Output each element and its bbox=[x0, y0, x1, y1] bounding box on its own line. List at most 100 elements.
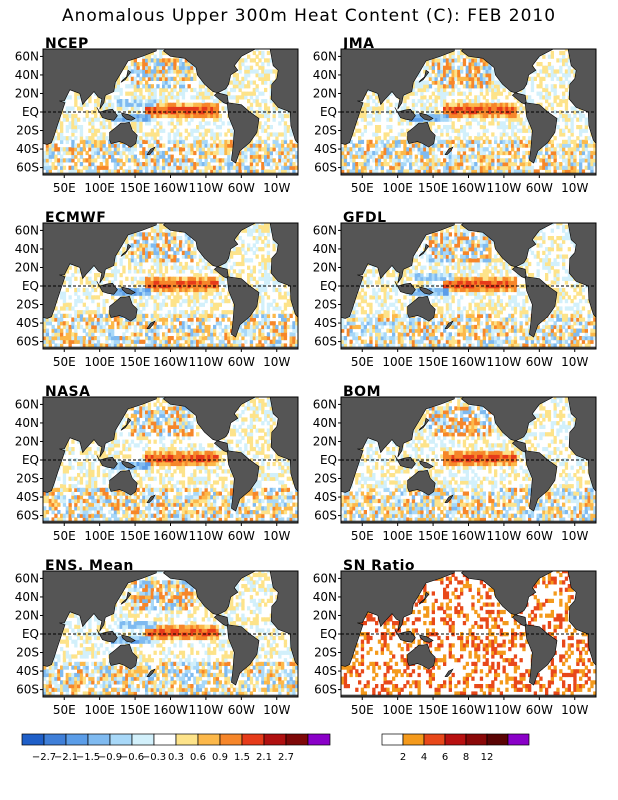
anomaly-cell bbox=[266, 154, 271, 159]
anomaly-cell bbox=[440, 143, 444, 148]
anomaly-cell bbox=[111, 324, 115, 330]
anomaly-cell bbox=[443, 110, 447, 115]
anomaly-cell bbox=[82, 328, 86, 333]
anomaly-cell bbox=[179, 243, 183, 248]
anomaly-cell bbox=[105, 117, 109, 122]
land-mass bbox=[121, 112, 136, 121]
anomaly-cell bbox=[590, 154, 594, 159]
anomaly-cell bbox=[187, 236, 191, 241]
anomaly-cell bbox=[162, 299, 166, 304]
anomaly-cell bbox=[153, 339, 157, 344]
anomaly-cell bbox=[471, 106, 475, 111]
anomaly-cell bbox=[147, 269, 152, 274]
anomaly-cell bbox=[187, 113, 191, 119]
anomaly-cell bbox=[499, 158, 503, 163]
anomaly-cell bbox=[266, 169, 271, 174]
anomaly-cell bbox=[179, 80, 183, 85]
anomaly-cell bbox=[57, 336, 61, 341]
anomaly-cell bbox=[190, 162, 194, 167]
anomaly-cell bbox=[434, 165, 438, 170]
anomaly-cell bbox=[477, 102, 481, 107]
anomaly-cell bbox=[159, 95, 163, 100]
anomaly-cell bbox=[136, 136, 140, 141]
anomaly-cell bbox=[584, 143, 588, 148]
anomaly-cell bbox=[159, 73, 163, 78]
anomaly-cell bbox=[564, 49, 569, 52]
anomaly-cell bbox=[184, 339, 188, 344]
anomaly-cell bbox=[468, 169, 472, 174]
anomaly-cell bbox=[488, 162, 492, 167]
anomaly-cell bbox=[193, 102, 197, 107]
anomaly-cell bbox=[420, 80, 424, 85]
anomaly-cell bbox=[136, 69, 140, 74]
anomaly-cell bbox=[252, 99, 256, 104]
anomaly-cell bbox=[468, 87, 472, 93]
anomaly-cell bbox=[536, 169, 540, 174]
anomaly-cell bbox=[545, 147, 549, 152]
anomaly-cell bbox=[167, 162, 171, 167]
anomaly-cell bbox=[162, 169, 166, 174]
anomaly-cell bbox=[567, 147, 571, 152]
anomaly-cell bbox=[119, 250, 123, 255]
anomaly-cell bbox=[136, 113, 140, 119]
anomaly-cell bbox=[360, 165, 365, 170]
anomaly-cell bbox=[142, 295, 146, 300]
anomaly-cell bbox=[440, 58, 444, 63]
anomaly-cell bbox=[102, 332, 106, 337]
anomaly-cell bbox=[170, 343, 174, 348]
anomaly-cell bbox=[221, 147, 225, 152]
anomaly-cell bbox=[125, 106, 129, 111]
anomaly-cell bbox=[417, 158, 421, 163]
anomaly-cell bbox=[85, 321, 89, 326]
anomaly-cell bbox=[400, 121, 404, 126]
anomaly-cell bbox=[96, 336, 101, 341]
anomaly-cell bbox=[136, 158, 140, 163]
anomaly-cell bbox=[207, 154, 211, 159]
anomaly-cell bbox=[198, 276, 203, 281]
anomaly-cell bbox=[218, 165, 222, 170]
anomaly-cell bbox=[133, 336, 137, 341]
anomaly-cell bbox=[60, 165, 64, 170]
anomaly-cell bbox=[474, 80, 478, 85]
anomaly-cell bbox=[96, 143, 101, 148]
anomaly-cell bbox=[440, 73, 444, 78]
anomaly-cell bbox=[184, 254, 188, 259]
anomaly-cell bbox=[116, 95, 120, 100]
anomaly-cell bbox=[48, 336, 52, 341]
anomaly-cell bbox=[184, 143, 188, 148]
anomaly-cell bbox=[264, 113, 268, 119]
anomaly-cell bbox=[198, 132, 203, 137]
anomaly-cell bbox=[397, 158, 401, 163]
anomaly-cell bbox=[383, 154, 387, 159]
anomaly-cell bbox=[91, 147, 95, 152]
anomaly-cell bbox=[482, 117, 486, 122]
anomaly-cell bbox=[508, 91, 512, 96]
anomaly-cell bbox=[576, 169, 580, 174]
anomaly-cell bbox=[567, 69, 571, 74]
anomaly-cell bbox=[491, 106, 495, 111]
anomaly-cell bbox=[474, 117, 478, 122]
anomaly-cell bbox=[457, 147, 461, 152]
anomaly-cell bbox=[164, 162, 169, 167]
anomaly-cell bbox=[133, 117, 137, 122]
anomaly-cell bbox=[94, 169, 98, 174]
anomaly-cell bbox=[346, 162, 350, 167]
anomaly-cell bbox=[122, 106, 126, 111]
anomaly-cell bbox=[133, 276, 137, 281]
anomaly-cell bbox=[375, 147, 379, 152]
anomaly-cell bbox=[153, 139, 157, 144]
anomaly-cell bbox=[502, 147, 506, 152]
anomaly-cell bbox=[423, 84, 427, 89]
lat-label: 40S bbox=[314, 142, 337, 156]
lon-label: 110W bbox=[189, 181, 224, 195]
anomaly-cell bbox=[394, 139, 399, 144]
anomaly-cell bbox=[511, 139, 515, 144]
anomaly-cell bbox=[528, 125, 532, 130]
anomaly-cell bbox=[190, 317, 194, 322]
anomaly-cell bbox=[258, 154, 262, 159]
anomaly-cell bbox=[420, 150, 424, 156]
anomaly-cell bbox=[235, 99, 239, 104]
anomaly-cell bbox=[145, 276, 149, 281]
anomaly-cell bbox=[496, 84, 501, 89]
